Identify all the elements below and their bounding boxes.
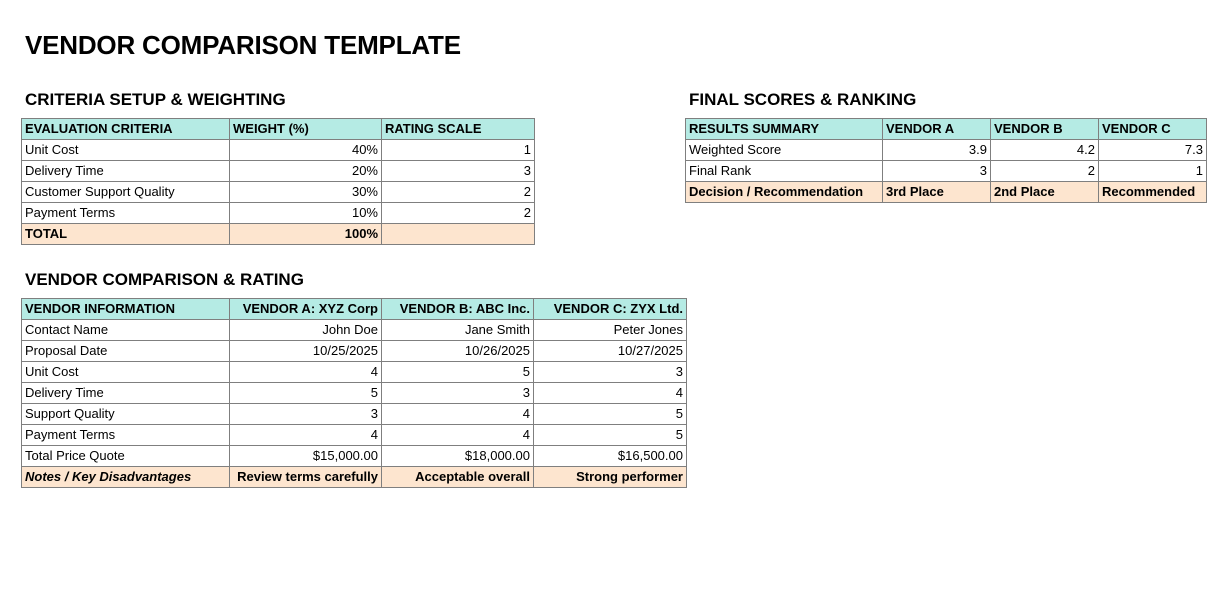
comparison-cell[interactable]: 4 xyxy=(381,424,534,446)
criteria-cell[interactable]: 2 xyxy=(381,181,535,203)
comparison-cell[interactable]: 3 xyxy=(533,361,687,383)
comparison-cell[interactable]: Peter Jones xyxy=(533,319,687,341)
criteria-cell[interactable]: 3 xyxy=(381,160,535,182)
comparison-header-cell[interactable]: VENDOR B: ABC Inc. xyxy=(381,298,534,320)
comparison-cell[interactable]: Delivery Time xyxy=(21,382,230,404)
comparison-cell[interactable]: 5 xyxy=(533,403,687,425)
criteria-total-cell[interactable]: TOTAL xyxy=(21,223,230,245)
final-header-cell[interactable]: VENDOR A xyxy=(882,118,991,140)
comparison-cell[interactable]: John Doe xyxy=(229,319,382,341)
comparison-row: Delivery Time 5 3 4 xyxy=(21,382,687,404)
comparison-row: Payment Terms 4 4 5 xyxy=(21,424,687,446)
final-cell[interactable]: 3.9 xyxy=(882,139,991,161)
comparison-cell[interactable]: 10/25/2025 xyxy=(229,340,382,362)
comparison-section-title: VENDOR COMPARISON & RATING xyxy=(25,270,304,289)
comparison-cell[interactable]: Proposal Date xyxy=(21,340,230,362)
final-cell[interactable]: 2 xyxy=(990,160,1099,182)
criteria-header-cell[interactable]: RATING SCALE xyxy=(381,118,535,140)
comparison-cell[interactable]: 4 xyxy=(229,361,382,383)
comparison-table: VENDOR INFORMATION VENDOR A: XYZ Corp VE… xyxy=(21,298,687,488)
comparison-cell[interactable]: 3 xyxy=(381,382,534,404)
final-table: RESULTS SUMMARY VENDOR A VENDOR B VENDOR… xyxy=(685,118,1207,203)
comparison-notes-row: Notes / Key Disadvantages Review terms c… xyxy=(21,466,687,488)
comparison-cell[interactable]: 5 xyxy=(381,361,534,383)
final-cell[interactable]: 1 xyxy=(1098,160,1207,182)
comparison-cell[interactable]: 4 xyxy=(533,382,687,404)
criteria-row: Payment Terms 10% 2 xyxy=(21,202,535,224)
final-section-title: FINAL SCORES & RANKING xyxy=(689,90,917,109)
comparison-notes-cell[interactable]: Notes / Key Disadvantages xyxy=(21,466,230,488)
comparison-cell[interactable]: 10/26/2025 xyxy=(381,340,534,362)
comparison-notes-cell[interactable]: Strong performer xyxy=(533,466,687,488)
criteria-row: Unit Cost 40% 1 xyxy=(21,139,535,161)
comparison-header-cell[interactable]: VENDOR C: ZYX Ltd. xyxy=(533,298,687,320)
comparison-row: Unit Cost 4 5 3 xyxy=(21,361,687,383)
final-header-cell[interactable]: VENDOR C xyxy=(1098,118,1207,140)
criteria-header-cell[interactable]: WEIGHT (%) xyxy=(229,118,382,140)
comparison-header-cell[interactable]: VENDOR INFORMATION xyxy=(21,298,230,320)
comparison-cell[interactable]: Payment Terms xyxy=(21,424,230,446)
criteria-total-cell[interactable] xyxy=(381,223,535,245)
comparison-cell[interactable]: Contact Name xyxy=(21,319,230,341)
criteria-cell[interactable]: 10% xyxy=(229,202,382,224)
final-cell[interactable]: 4.2 xyxy=(990,139,1099,161)
comparison-cell[interactable]: 4 xyxy=(229,424,382,446)
criteria-header-cell[interactable]: EVALUATION CRITERIA xyxy=(21,118,230,140)
final-header-cell[interactable]: VENDOR B xyxy=(990,118,1099,140)
comparison-notes-cell[interactable]: Acceptable overall xyxy=(381,466,534,488)
comparison-cell[interactable]: Jane Smith xyxy=(381,319,534,341)
final-row: Final Rank 3 2 1 xyxy=(685,160,1207,182)
comparison-cell[interactable]: $18,000.00 xyxy=(381,445,534,467)
criteria-cell[interactable]: 20% xyxy=(229,160,382,182)
final-decision-cell[interactable]: Decision / Recommendation xyxy=(685,181,883,203)
comparison-cell[interactable]: $16,500.00 xyxy=(533,445,687,467)
final-cell[interactable]: 3 xyxy=(882,160,991,182)
criteria-section-title: CRITERIA SETUP & WEIGHTING xyxy=(25,90,286,109)
final-cell[interactable]: 7.3 xyxy=(1098,139,1207,161)
criteria-cell[interactable]: 30% xyxy=(229,181,382,203)
criteria-cell[interactable]: Customer Support Quality xyxy=(21,181,230,203)
comparison-cell[interactable]: 4 xyxy=(381,403,534,425)
criteria-cell[interactable]: 1 xyxy=(381,139,535,161)
comparison-cell[interactable]: Unit Cost xyxy=(21,361,230,383)
final-cell[interactable]: Weighted Score xyxy=(685,139,883,161)
criteria-table: EVALUATION CRITERIA WEIGHT (%) RATING SC… xyxy=(21,118,535,245)
final-decision-row: Decision / Recommendation 3rd Place 2nd … xyxy=(685,181,1207,203)
comparison-row: Proposal Date 10/25/2025 10/26/2025 10/2… xyxy=(21,340,687,362)
final-header-cell[interactable]: RESULTS SUMMARY xyxy=(685,118,883,140)
comparison-row: Support Quality 3 4 5 xyxy=(21,403,687,425)
criteria-cell[interactable]: Payment Terms xyxy=(21,202,230,224)
comparison-row: Total Price Quote $15,000.00 $18,000.00 … xyxy=(21,445,687,467)
comparison-cell[interactable]: 3 xyxy=(229,403,382,425)
comparison-notes-cell[interactable]: Review terms carefully xyxy=(229,466,382,488)
comparison-cell[interactable]: 5 xyxy=(533,424,687,446)
comparison-row: Contact Name John Doe Jane Smith Peter J… xyxy=(21,319,687,341)
comparison-cell[interactable]: Support Quality xyxy=(21,403,230,425)
comparison-cell[interactable]: $15,000.00 xyxy=(229,445,382,467)
criteria-cell[interactable]: Unit Cost xyxy=(21,139,230,161)
criteria-header-row: EVALUATION CRITERIA WEIGHT (%) RATING SC… xyxy=(21,118,535,140)
criteria-row: Delivery Time 20% 3 xyxy=(21,160,535,182)
final-decision-cell[interactable]: 2nd Place xyxy=(990,181,1099,203)
final-row: Weighted Score 3.9 4.2 7.3 xyxy=(685,139,1207,161)
criteria-total-cell[interactable]: 100% xyxy=(229,223,382,245)
comparison-cell[interactable]: 5 xyxy=(229,382,382,404)
comparison-cell[interactable]: 10/27/2025 xyxy=(533,340,687,362)
final-decision-cell[interactable]: Recommended xyxy=(1098,181,1207,203)
criteria-cell[interactable]: Delivery Time xyxy=(21,160,230,182)
criteria-cell[interactable]: 2 xyxy=(381,202,535,224)
criteria-cell[interactable]: 40% xyxy=(229,139,382,161)
comparison-header-cell[interactable]: VENDOR A: XYZ Corp xyxy=(229,298,382,320)
final-header-row: RESULTS SUMMARY VENDOR A VENDOR B VENDOR… xyxy=(685,118,1207,140)
comparison-cell[interactable]: Total Price Quote xyxy=(21,445,230,467)
final-cell[interactable]: Final Rank xyxy=(685,160,883,182)
comparison-header-row: VENDOR INFORMATION VENDOR A: XYZ Corp VE… xyxy=(21,298,687,320)
criteria-row: Customer Support Quality 30% 2 xyxy=(21,181,535,203)
criteria-total-row: TOTAL 100% xyxy=(21,223,535,245)
page-title: VENDOR COMPARISON TEMPLATE xyxy=(25,30,461,60)
final-decision-cell[interactable]: 3rd Place xyxy=(882,181,991,203)
